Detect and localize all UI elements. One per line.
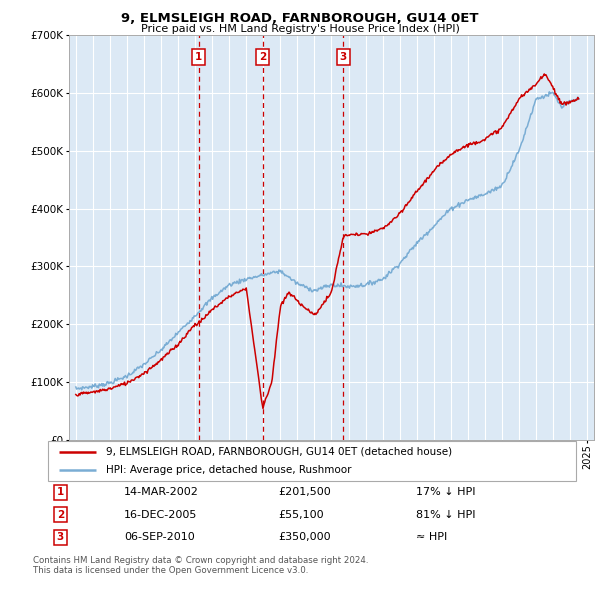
- Text: ≈ HPI: ≈ HPI: [416, 532, 448, 542]
- Text: 14-MAR-2002: 14-MAR-2002: [124, 487, 199, 497]
- Text: 17% ↓ HPI: 17% ↓ HPI: [416, 487, 476, 497]
- Text: 1: 1: [195, 53, 202, 63]
- Text: 9, ELMSLEIGH ROAD, FARNBOROUGH, GU14 0ET (detached house): 9, ELMSLEIGH ROAD, FARNBOROUGH, GU14 0ET…: [106, 447, 452, 457]
- Text: 81% ↓ HPI: 81% ↓ HPI: [416, 510, 476, 520]
- Text: 3: 3: [57, 532, 64, 542]
- FancyBboxPatch shape: [48, 441, 576, 481]
- Text: HPI: Average price, detached house, Rushmoor: HPI: Average price, detached house, Rush…: [106, 465, 352, 475]
- Text: £55,100: £55,100: [278, 510, 324, 520]
- Text: 2: 2: [57, 510, 64, 520]
- Text: 9, ELMSLEIGH ROAD, FARNBOROUGH, GU14 0ET: 9, ELMSLEIGH ROAD, FARNBOROUGH, GU14 0ET: [121, 12, 479, 25]
- Text: 3: 3: [340, 53, 347, 63]
- Text: 1: 1: [57, 487, 64, 497]
- Text: 2: 2: [259, 53, 266, 63]
- Text: This data is licensed under the Open Government Licence v3.0.: This data is licensed under the Open Gov…: [33, 566, 308, 575]
- Text: £201,500: £201,500: [278, 487, 331, 497]
- Text: 16-DEC-2005: 16-DEC-2005: [124, 510, 197, 520]
- Text: Price paid vs. HM Land Registry's House Price Index (HPI): Price paid vs. HM Land Registry's House …: [140, 24, 460, 34]
- Text: £350,000: £350,000: [278, 532, 331, 542]
- Text: Contains HM Land Registry data © Crown copyright and database right 2024.: Contains HM Land Registry data © Crown c…: [33, 556, 368, 565]
- Text: 06-SEP-2010: 06-SEP-2010: [124, 532, 194, 542]
